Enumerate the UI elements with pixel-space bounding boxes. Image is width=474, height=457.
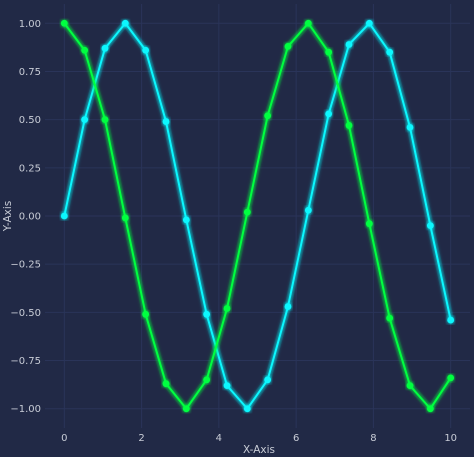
data-point bbox=[345, 122, 353, 129]
data-point bbox=[426, 222, 434, 230]
data-point bbox=[304, 19, 312, 27]
data-point bbox=[223, 382, 231, 389]
data-point bbox=[365, 220, 373, 228]
data-point bbox=[406, 382, 414, 389]
data-point bbox=[386, 48, 394, 56]
data-point bbox=[345, 41, 353, 48]
data-point bbox=[60, 212, 68, 220]
y-tick-label: 0.00 bbox=[19, 212, 41, 223]
x-tick-label: 0 bbox=[61, 433, 67, 444]
data-point bbox=[182, 216, 190, 224]
data-point bbox=[101, 44, 109, 52]
data-point bbox=[121, 214, 129, 222]
y-tick-label: −0.50 bbox=[10, 308, 41, 319]
data-point bbox=[121, 19, 129, 27]
data-point bbox=[325, 48, 333, 56]
y-tick-label: −0.75 bbox=[10, 356, 41, 367]
data-point bbox=[81, 46, 89, 54]
data-point bbox=[60, 19, 68, 27]
data-point bbox=[162, 118, 170, 125]
data-point bbox=[426, 405, 434, 413]
series-line bbox=[63, 22, 452, 410]
data-point bbox=[284, 303, 292, 310]
data-point bbox=[365, 19, 373, 27]
y-tick-label: −1.00 bbox=[10, 404, 41, 415]
data-point bbox=[223, 305, 231, 312]
x-tick-label: 10 bbox=[444, 433, 457, 444]
data-point bbox=[386, 314, 394, 322]
data-point bbox=[81, 116, 89, 124]
y-tick-label: 0.75 bbox=[19, 67, 41, 78]
data-point bbox=[142, 310, 150, 318]
x-tick-label: 8 bbox=[370, 433, 376, 444]
y-tick-label: 0.25 bbox=[19, 163, 41, 174]
data-point bbox=[264, 376, 272, 384]
y-axis-ticks: 1.00 0.75 0.50 0.25 0.00 −0.25 −0.50 −0.75 −1.00 bbox=[10, 19, 41, 415]
data-point bbox=[142, 46, 150, 54]
series-2 bbox=[60, 19, 455, 413]
data-point bbox=[447, 374, 455, 382]
data-point bbox=[243, 208, 251, 216]
data-point bbox=[101, 116, 109, 124]
x-axis-title: X-Axis bbox=[243, 444, 275, 456]
data-point bbox=[182, 405, 190, 413]
series-1 bbox=[60, 19, 455, 413]
x-tick-label: 2 bbox=[138, 433, 144, 444]
data-point bbox=[243, 405, 251, 413]
series-line bbox=[63, 22, 452, 410]
y-tick-label: 0.50 bbox=[19, 115, 41, 126]
data-point bbox=[304, 206, 312, 214]
data-point bbox=[447, 316, 455, 324]
data-point bbox=[264, 112, 272, 120]
data-point bbox=[325, 110, 333, 118]
data-point bbox=[162, 380, 170, 388]
data-point bbox=[284, 43, 292, 50]
data-point bbox=[406, 123, 414, 131]
series-group bbox=[60, 19, 455, 413]
data-point bbox=[203, 310, 211, 318]
y-tick-label: 1.00 bbox=[19, 19, 41, 30]
data-point bbox=[203, 376, 211, 384]
y-axis-title: Y-Axis bbox=[2, 201, 14, 233]
x-tick-label: 4 bbox=[216, 433, 222, 444]
y-tick-label: −0.25 bbox=[10, 260, 41, 271]
x-axis-ticks: 0 2 4 6 8 10 bbox=[61, 433, 457, 444]
x-tick-label: 6 bbox=[293, 433, 299, 444]
